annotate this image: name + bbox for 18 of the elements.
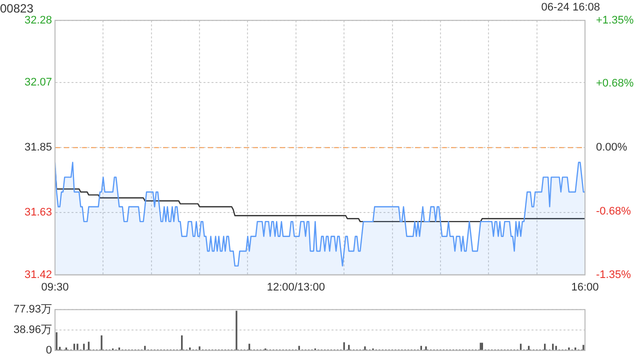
y2-tick-label: 0.00% bbox=[596, 142, 628, 154]
y-tick-label: 31.42 bbox=[24, 268, 52, 281]
y-tick-label: 32.07 bbox=[24, 76, 52, 89]
y2-tick-label: +0.68% bbox=[596, 78, 634, 90]
y-tick-label: 32.28 bbox=[24, 14, 52, 26]
y-tick-label: 31.85 bbox=[24, 142, 52, 154]
x-tick-label: 12:00/13:00 bbox=[266, 281, 325, 294]
x-tick-label: 16:00 bbox=[571, 281, 599, 294]
y2-tick-label: -0.68% bbox=[596, 206, 632, 218]
chart-title: 00823 bbox=[0, 2, 34, 16]
y2-tick-label: +1.35% bbox=[596, 14, 634, 26]
y-tick-label: 31.63 bbox=[24, 206, 52, 219]
text: 06-24 16:08 bbox=[541, 2, 600, 14]
y-tick-label: 0 bbox=[46, 344, 52, 356]
y-tick-label: 38.96万 bbox=[13, 324, 52, 336]
y-tick-label: 77.93万 bbox=[13, 304, 52, 316]
y2-tick-label: -1.35% bbox=[596, 268, 632, 281]
x-tick-label: 09:30 bbox=[41, 281, 69, 294]
